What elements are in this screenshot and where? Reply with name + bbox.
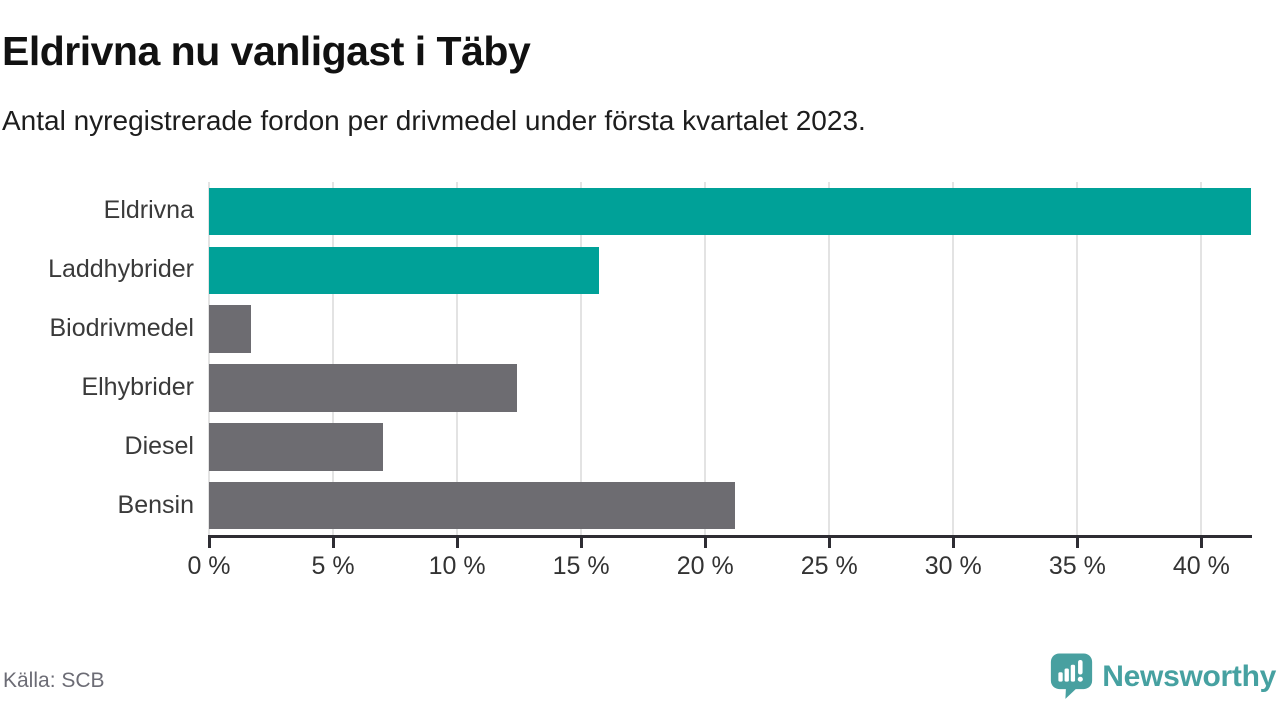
gridline [456, 182, 459, 535]
gridline [828, 182, 831, 535]
newsworthy-bubble-chart-icon [1049, 651, 1094, 704]
x-tick [1199, 538, 1203, 548]
gridline [1076, 182, 1079, 535]
bar [209, 187, 1251, 236]
x-tick-label: 25 % [800, 552, 858, 580]
x-tick-label: 40 % [1172, 552, 1230, 580]
gridline [952, 182, 955, 535]
gridline [332, 182, 335, 535]
category-label: Elhybrider [81, 372, 194, 401]
category-label: Bensin [117, 490, 194, 519]
x-axis-line [208, 535, 1252, 538]
category-label: Laddhybrider [48, 255, 194, 284]
x-tick [1075, 538, 1079, 548]
source-credit: Källa: SCB [3, 669, 105, 692]
gridline [580, 182, 583, 535]
bar [209, 481, 735, 530]
x-tick-label: 5 % [311, 552, 355, 580]
x-tick [207, 538, 211, 548]
gridline [704, 182, 707, 535]
gridline [1200, 182, 1203, 535]
category-label: Eldrivna [103, 196, 194, 225]
bar [209, 246, 599, 294]
x-tick [951, 538, 955, 548]
x-tick [455, 538, 459, 548]
x-tick-label: 10 % [428, 552, 486, 580]
x-tick [579, 538, 583, 548]
bar [209, 423, 383, 471]
bar [209, 305, 252, 353]
gridline [208, 182, 210, 535]
chart-title: Eldrivna nu vanligast i Täby [2, 28, 531, 74]
x-tick [703, 538, 707, 548]
category-label: Diesel [124, 431, 194, 460]
bar [209, 364, 517, 412]
x-tick-label: 0 % [187, 552, 231, 580]
x-tick-label: 30 % [924, 552, 982, 580]
newsworthy-wordmark: Newsworthy [1102, 660, 1276, 693]
x-tick [827, 538, 831, 548]
newsworthy-logo: Newsworthy [1049, 652, 1276, 702]
x-tick [331, 538, 335, 548]
x-tick-label: 20 % [676, 552, 734, 580]
chart-subtitle: Antal nyregistrerade fordon per drivmede… [2, 105, 866, 136]
x-tick-label: 15 % [552, 552, 610, 580]
category-label: Biodrivmedel [49, 314, 194, 343]
x-tick-label: 35 % [1048, 552, 1106, 580]
